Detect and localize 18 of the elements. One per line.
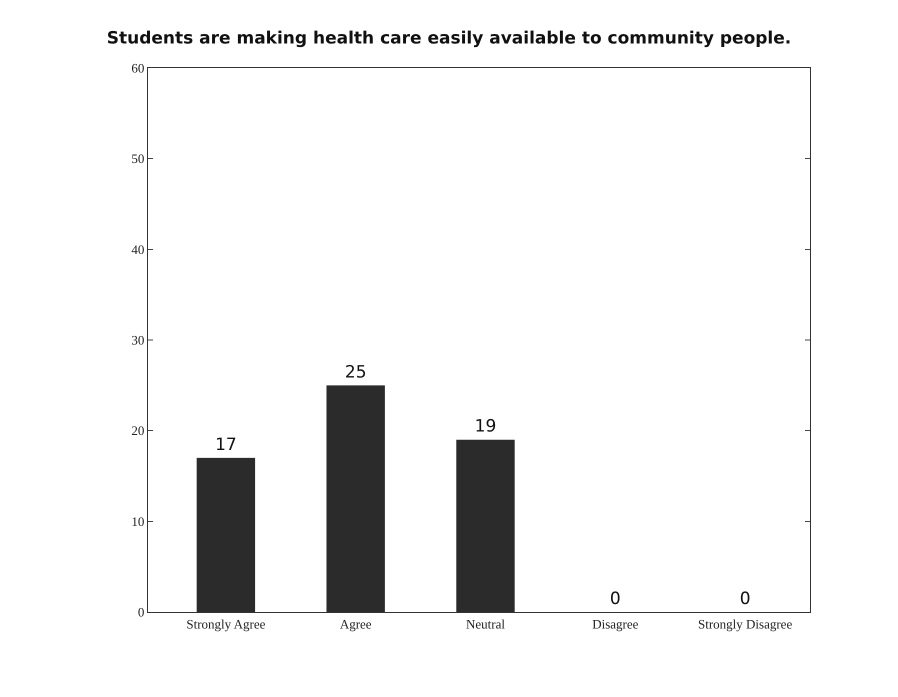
data-label: 0 xyxy=(740,589,751,609)
x-tick-label: Agree xyxy=(340,616,372,632)
x-tick-label: Strongly Agree xyxy=(186,616,266,632)
x-tick-label: Disagree xyxy=(592,616,639,632)
x-tick-label: Neutral xyxy=(466,616,506,632)
y-tick-label: 0 xyxy=(138,604,144,620)
data-label: 17 xyxy=(215,434,237,455)
y-tick-label: 50 xyxy=(131,151,144,166)
x-tick-label: Strongly Disagree xyxy=(698,616,792,632)
y-tick-label: 10 xyxy=(131,514,144,529)
y-tick-label: 60 xyxy=(131,60,144,76)
data-label: 25 xyxy=(344,362,367,382)
data-label: 19 xyxy=(474,416,496,437)
y-tick-label: 20 xyxy=(131,423,144,438)
data-label: 0 xyxy=(610,589,621,609)
chart-title: Students are making health care easily available to community people. xyxy=(106,28,792,48)
y-tick-label: 40 xyxy=(131,242,144,257)
y-tick-label: 30 xyxy=(131,332,144,348)
